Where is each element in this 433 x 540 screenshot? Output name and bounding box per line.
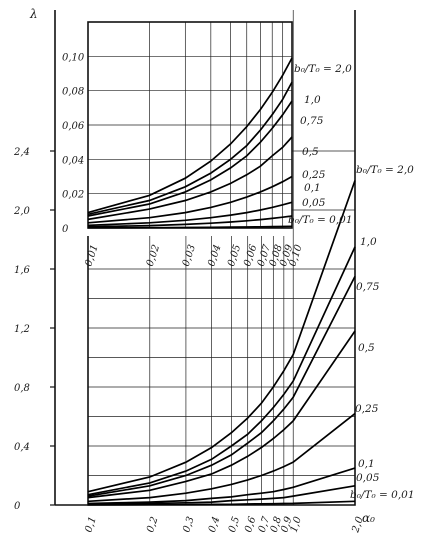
main-frame <box>87 10 356 506</box>
inset-y-tick-label: 0,02 <box>62 190 84 201</box>
x-axis-title: α₀ <box>362 511 375 525</box>
inset-panel-curves <box>87 57 293 229</box>
inset-x-tick-label: 0,05 <box>226 243 243 268</box>
inset-panel-grid <box>87 21 293 229</box>
inset-y-tick-label: 0,10 <box>62 52 85 63</box>
inset-y-tick-label: 0 <box>62 224 69 235</box>
main-x-tick-label: 0,4 <box>207 515 222 534</box>
y-tick-label: 1,6 <box>14 265 31 276</box>
main-panel-curves <box>87 180 356 506</box>
inset-series-line <box>87 136 293 221</box>
y-tick-label: 0,4 <box>14 442 30 453</box>
y-tick-label: 0 <box>14 501 21 512</box>
main-series-label: b₀/T₀ = 2,0 <box>356 164 414 176</box>
inset-x-tick-label: 0,04 <box>206 243 223 268</box>
inset-y-tick-label: 0,06 <box>62 121 85 132</box>
inset-series-line <box>87 175 293 224</box>
main-series-line <box>87 500 356 506</box>
main-series-line <box>87 467 356 505</box>
inset-series-line <box>87 215 293 228</box>
y-tick-label: 1,2 <box>14 324 30 335</box>
inset-x-tick-label: 0,03 <box>181 243 198 268</box>
inset-y-tick-label: 0,08 <box>62 87 84 98</box>
inset-series-label: 0,05 <box>302 197 326 209</box>
main-x-tick-label: 0,9 <box>279 515 295 534</box>
main-x-tick-label: 0,1 <box>83 515 98 534</box>
y-tick-label: 2,0 <box>13 206 31 217</box>
main-x-tick-label: 0,2 <box>145 515 160 534</box>
inset-y-tick-label: 0,04 <box>62 155 84 166</box>
y-axis-title: λ <box>29 7 38 21</box>
inset-series-line <box>87 201 293 227</box>
main-series-label: 0,75 <box>356 281 380 293</box>
main-x-tick-label: 0,5 <box>227 515 242 534</box>
main-x-tick-label: 0,8 <box>269 515 284 534</box>
inset-series-label: 0,75 <box>300 115 324 127</box>
main-series-label: 1,0 <box>360 236 377 248</box>
inset-series-line <box>87 81 293 216</box>
main-series-label: 0,25 <box>355 403 379 415</box>
inset-series-label: 0,25 <box>302 169 326 181</box>
main-x-tick-label: 0,6 <box>243 515 259 534</box>
main-series-line <box>87 180 356 493</box>
main-series-label: 0,5 <box>358 342 375 354</box>
inset-series-line <box>87 225 293 229</box>
inset-x-tick-label: 0,02 <box>145 243 162 268</box>
inset-x-tick-label: 0,01 <box>83 243 100 268</box>
main-series-line <box>87 484 356 506</box>
main-x-tick-label: 0,7 <box>257 515 273 534</box>
main-x-tick-label: 1,0 <box>289 515 305 534</box>
inset-series-line <box>87 100 293 217</box>
main-series-line <box>87 246 356 496</box>
inset-series-label: b₀/T₀ = 0,01 <box>288 214 353 226</box>
main-series-label: 0,1 <box>358 458 375 470</box>
main-x-tick-label: 0,3 <box>181 515 196 534</box>
inset-series-label: 0,5 <box>302 146 319 158</box>
main-series-line <box>87 330 356 499</box>
inset-series-label: 0,1 <box>304 182 321 194</box>
y-tick-label: 2,4 <box>13 147 30 158</box>
main-series-line <box>87 276 356 497</box>
inset-series-label: 1,0 <box>304 94 321 106</box>
main-series-line <box>87 412 356 503</box>
y-tick-label: 0,8 <box>14 383 30 394</box>
inset-series-label: b₀/T₀ = 2,0 <box>294 63 352 75</box>
main-series-label: b₀/T₀ = 0,01 <box>350 489 415 501</box>
inset-series-line <box>87 57 293 214</box>
main-x-tick-label: 2,0 <box>350 515 366 535</box>
main-series-label: 0,05 <box>356 472 380 484</box>
